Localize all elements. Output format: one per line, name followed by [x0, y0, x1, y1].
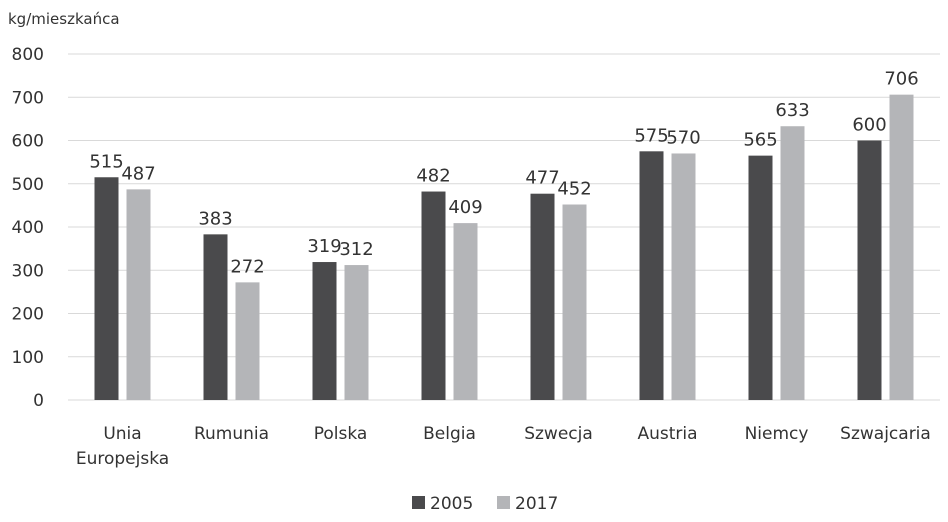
- x-category-label: Niemcy: [745, 424, 809, 444]
- bars: [94, 94, 914, 400]
- x-category-label: Unia: [103, 424, 141, 444]
- x-category-label: Szwecja: [524, 424, 593, 444]
- data-label: 575: [634, 125, 668, 146]
- x-category-label: Rumunia: [194, 424, 269, 444]
- y-tick-label: 200: [12, 305, 44, 325]
- y-tick-label: 500: [12, 175, 44, 195]
- data-label: 633: [775, 100, 809, 121]
- bar-2017: [453, 223, 478, 400]
- legend-swatch-2017: [497, 496, 510, 509]
- data-label: 600: [852, 115, 886, 136]
- data-label: 515: [89, 151, 123, 172]
- x-category-label: Polska: [314, 424, 368, 444]
- bar-2017: [889, 94, 914, 400]
- bar-2005: [530, 193, 555, 400]
- y-tick-label: 700: [12, 88, 44, 108]
- bar-2017: [780, 126, 805, 400]
- legend-label: 2005: [430, 494, 473, 514]
- data-label: 570: [666, 127, 700, 148]
- legend-label: 2017: [515, 494, 558, 514]
- bar-2005: [639, 151, 664, 400]
- bar-2017: [344, 265, 369, 400]
- bar-2017: [562, 204, 587, 400]
- y-axis-label: kg/mieszkańca: [8, 10, 120, 28]
- legend: 2005 2017: [412, 494, 558, 514]
- bar-2005: [203, 234, 228, 400]
- data-label: 272: [230, 256, 264, 277]
- data-label: 383: [198, 208, 232, 229]
- x-category-label: Europejska: [76, 449, 169, 469]
- legend-swatch-2005: [412, 496, 425, 509]
- data-label: 452: [557, 179, 591, 200]
- data-label: 482: [416, 166, 450, 187]
- x-category-label: Szwajcaria: [840, 424, 931, 444]
- y-tick-label: 300: [12, 261, 44, 281]
- y-tick-label: 400: [12, 218, 44, 238]
- data-label: 565: [743, 130, 777, 151]
- y-tick-label: 600: [12, 132, 44, 152]
- x-category-labels: Unia Europejska Rumunia Polska Belgia Szwecja…: [76, 424, 931, 469]
- data-label: 487: [121, 163, 155, 184]
- data-label: 477: [525, 168, 559, 189]
- y-tick-label: 100: [12, 348, 44, 368]
- data-label: 312: [339, 239, 373, 260]
- bar-2005: [857, 140, 882, 400]
- x-category-label: Austria: [637, 424, 697, 444]
- y-tick-label: 0: [33, 391, 44, 411]
- y-tick-labels: 0 100 200 300 400 500 600 700 800: [12, 45, 44, 411]
- y-tick-label: 800: [12, 45, 44, 65]
- x-category-label: Belgia: [423, 424, 476, 444]
- data-label: 706: [884, 69, 918, 90]
- bar-2005: [94, 177, 119, 400]
- bar-2017: [126, 189, 151, 400]
- bar-2005: [421, 191, 446, 400]
- bar-2005: [748, 155, 773, 400]
- data-label: 409: [448, 197, 482, 218]
- bar-2017: [235, 282, 260, 400]
- data-label: 319: [307, 236, 341, 257]
- bar-2005: [312, 262, 337, 400]
- bar-2017: [671, 153, 696, 400]
